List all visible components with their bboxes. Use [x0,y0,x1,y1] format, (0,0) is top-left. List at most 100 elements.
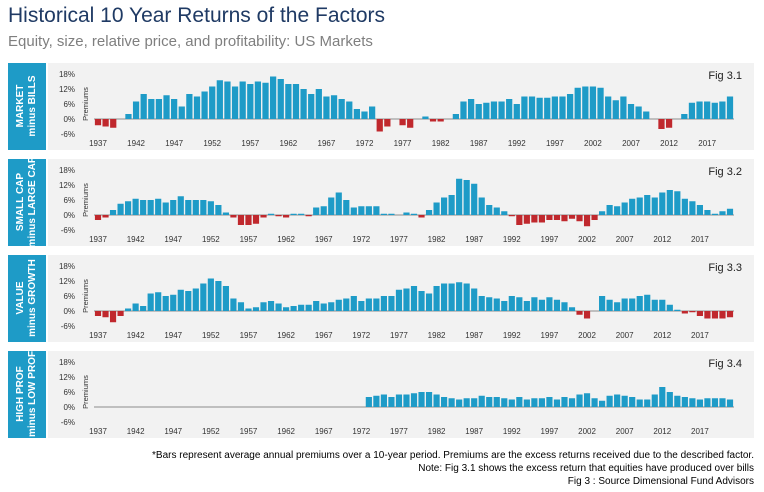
bar [365,298,372,311]
bar [365,206,372,215]
bar [380,213,387,215]
bar [425,210,433,215]
footnote-bars: *Bars represent average annual premiums … [152,450,754,461]
bar [651,394,658,407]
bar [384,119,391,127]
x-tick-label: 1937 [89,331,107,340]
bar [308,94,315,119]
bar [247,84,254,119]
bar [523,215,530,224]
bar [148,99,155,119]
bar [292,84,300,119]
bar [365,397,372,407]
bar [513,104,520,119]
y-tick-label: 18% [59,166,75,175]
bar [239,81,246,119]
bar [516,297,523,311]
bar [508,399,515,407]
bar [448,195,455,215]
chart-area: 18% 12% 6% 0% -6% Premiums 1937 1942 1947 1952 195… [48,63,754,150]
chart-area: 18% 12% 6% 0% -6% Premiums 1937 1942 1947 1952 195… [48,255,754,342]
bar [163,95,170,119]
bar [719,311,726,319]
bar [696,399,703,407]
factor-label-line1: SMALL CAP [15,172,26,232]
x-tick-label: 1987 [465,235,483,244]
bar [629,298,636,311]
bar [591,215,598,220]
y-tick-label: 12% [59,373,75,382]
bar [689,201,696,215]
factor-label-line1: VALUE [15,281,26,315]
bar [335,299,342,311]
x-tick-label: 1962 [277,235,295,244]
bar [506,99,513,119]
x-tick-label: 1957 [240,331,258,340]
bar [410,286,418,311]
bar [290,306,297,311]
x-tick-label: 1962 [279,139,297,148]
bar [467,99,475,119]
bar [501,211,508,215]
bar [252,307,260,311]
bar [162,202,169,215]
bar [544,97,551,119]
bar [478,197,485,215]
x-tick-label: 2002 [578,331,596,340]
bar [583,393,591,407]
bar [298,304,305,311]
bar [523,301,530,311]
bar [659,299,666,311]
x-tick-label: 1977 [394,139,412,148]
x-tick-label: 1947 [165,139,183,148]
x-tick-label: 1942 [127,427,145,436]
bar [651,197,658,215]
bar [418,215,425,218]
chart-area: 18% 12% 6% 0% -6% Premiums 1937 1942 1947 1952 195… [48,351,754,438]
bar [508,215,515,217]
bar [621,395,628,407]
bar [441,397,448,407]
bar [448,398,455,407]
x-tick-label: 1987 [465,331,483,340]
bar [407,119,414,128]
x-tick-label: 2007 [616,331,634,340]
bar [597,87,604,119]
bar [262,82,269,119]
bar [254,81,262,119]
bar [620,96,627,119]
bar [358,206,365,215]
bar [659,387,666,407]
y-tick-label: 0% [63,211,75,220]
bar [599,211,606,215]
bar [643,111,650,119]
bar [373,206,380,215]
bar [290,213,297,215]
x-tick-label: 2017 [698,139,716,148]
bar [651,299,658,311]
bar [614,302,621,311]
bar [298,213,305,215]
figure-label: Fig 3.4 [708,358,742,370]
bar [441,283,448,311]
bar [674,191,681,215]
x-tick-label: 1967 [315,235,333,244]
bar [681,311,688,314]
x-tick-label: 1992 [503,235,521,244]
bar [207,278,214,311]
bar [403,394,410,407]
figure-label: Fig 3.3 [708,262,742,274]
bar [536,97,543,119]
bar [456,399,463,407]
bar [583,311,591,319]
x-tick-label: 1982 [428,427,446,436]
bar [230,215,237,218]
bar [704,398,711,407]
bar [629,397,636,407]
bar [493,397,500,407]
bar [478,296,485,311]
x-tick-label: 1997 [541,331,559,340]
x-tick-label: 2007 [616,427,634,436]
bar [185,291,192,311]
x-tick-label: 2002 [578,235,596,244]
